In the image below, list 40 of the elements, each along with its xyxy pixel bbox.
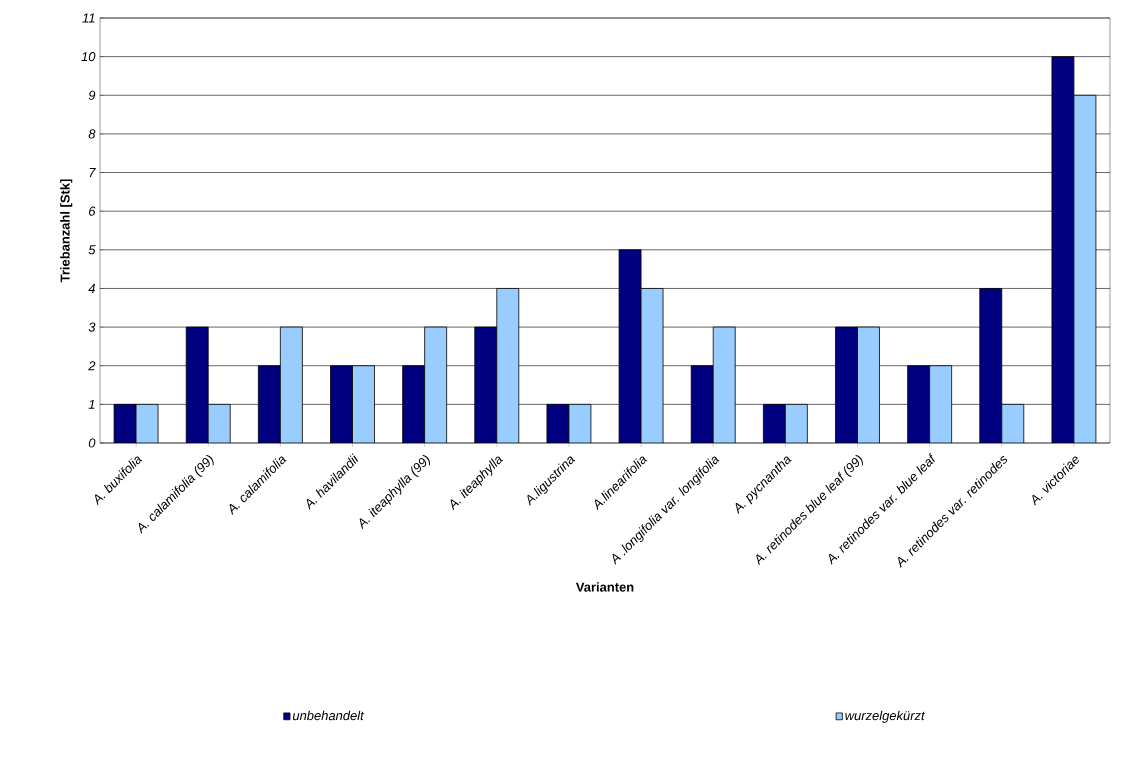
bar (352, 365, 375, 443)
x-axis-title: Varianten (575, 582, 634, 592)
bar (785, 404, 808, 443)
y-tick-label: 8 (88, 129, 96, 139)
bar (929, 365, 952, 443)
legend-label: wurzelgekürzt (845, 710, 926, 723)
bar (979, 288, 1002, 443)
bar (1051, 56, 1075, 443)
bar (1073, 94, 1097, 443)
y-axis-title: Triebanzahl [Stk] (60, 179, 73, 283)
bar (280, 327, 303, 443)
y-tick-label: 0 (88, 438, 96, 448)
bar (641, 288, 664, 443)
y-tick-label: 6 (89, 206, 96, 216)
bar (763, 404, 786, 443)
y-tick-label: 5 (88, 245, 96, 255)
y-tick-label: 10 (81, 52, 96, 62)
y-tick-label: 9 (88, 90, 96, 100)
bar (835, 327, 858, 443)
bar (619, 249, 642, 443)
bar (258, 365, 281, 443)
y-tick-label: 11 (82, 13, 95, 23)
bar (208, 404, 231, 443)
y-tick-label: 2 (88, 361, 96, 371)
bar (474, 327, 497, 443)
bar (691, 365, 714, 443)
y-tick-label: 4 (88, 284, 95, 293)
y-tick-label: 3 (88, 322, 96, 332)
bar (1001, 404, 1024, 443)
legend-label: unbehandelt (292, 710, 365, 721)
y-tick-label: 7 (89, 168, 96, 177)
bar (402, 365, 425, 443)
bar (186, 327, 209, 443)
bar (496, 288, 519, 443)
bar (907, 365, 930, 443)
bar (713, 327, 736, 443)
bar (857, 327, 880, 443)
bar (330, 365, 353, 443)
bar (424, 327, 447, 443)
y-tick-label: 1 (88, 399, 95, 409)
